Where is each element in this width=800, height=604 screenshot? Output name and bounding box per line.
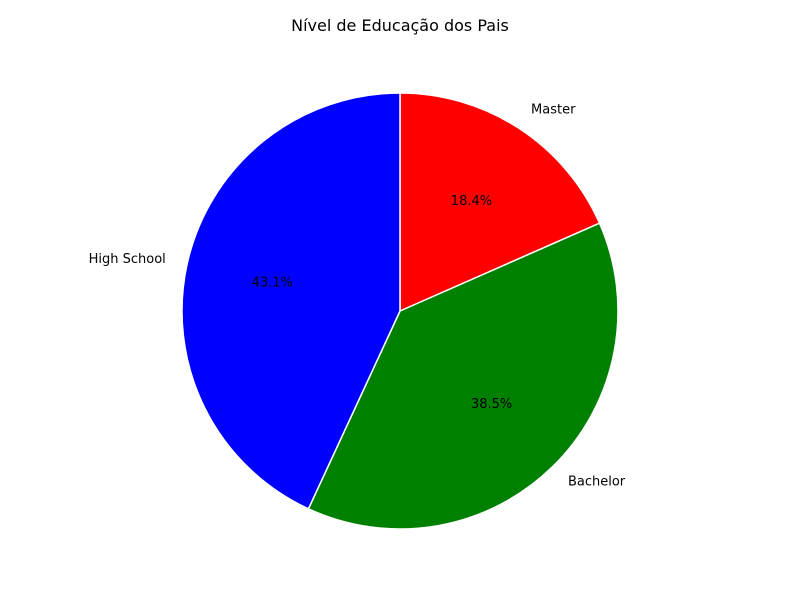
slice-percent-bachelor: 38.5% — [471, 397, 512, 412]
slice-label-master: Master — [531, 103, 576, 118]
pie-slice-master — [399, 92, 601, 312]
slice-label-bachelor: Bachelor — [568, 475, 626, 490]
pie-slice-high-school — [181, 92, 401, 510]
pie-slice-bachelor — [307, 222, 619, 530]
chart-title: Nível de Educação dos Pais — [291, 16, 509, 35]
pie-labels: Master 18.4% Bachelor 38.5% High School 43.1% — [89, 103, 626, 490]
slice-percent-master: 18.4% — [451, 194, 492, 209]
slice-percent-high-school: 43.1% — [252, 275, 293, 290]
pie-slices — [181, 92, 619, 530]
slice-label-high-school: High School — [89, 252, 166, 267]
